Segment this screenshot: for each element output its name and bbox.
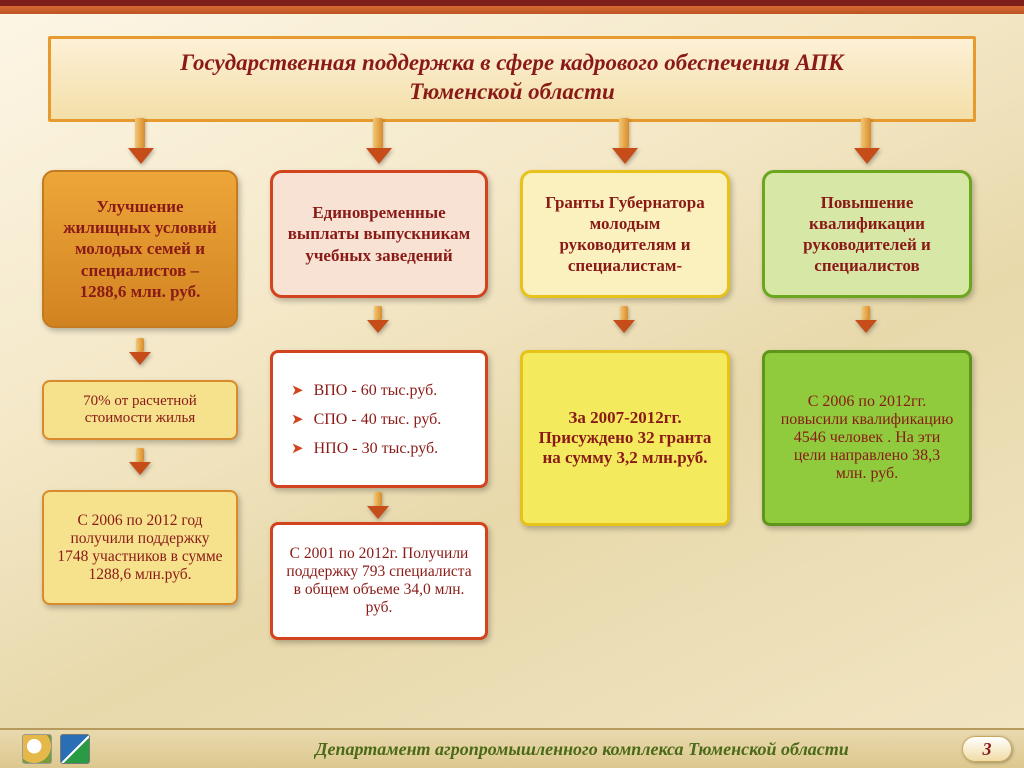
col4-box-a: С 2006 по 2012гг. повысили квалификацию …	[762, 350, 972, 526]
col4-header-text: Повышение квалификации руководителей и с…	[777, 192, 957, 277]
col3-box-a-text: За 2007-2012гг. Присуждено 32 гранта на …	[535, 408, 715, 468]
col2-box-b-text: С 2001 по 2012г. Получили поддержку 793 …	[285, 545, 473, 617]
col3-header-text: Гранты Губернатора молодым руководителям…	[535, 192, 715, 277]
col2-list: ➤ ВПО - 60 тыс.руб. ➤ СПО - 40 тыс. руб. ➤…	[291, 371, 473, 468]
col1-box-a-text: 70% от расчетной стоимости жилья	[56, 393, 224, 427]
col1-box-b-text: С 2006 по 2012 год получили поддержку 17…	[56, 512, 224, 584]
col2-item-1-text: СПО - 40 тыс. руб.	[314, 411, 442, 428]
col2-header-text: Единовременные выплаты выпускникам учебн…	[285, 202, 473, 266]
col2-item-1: ➤ СПО - 40 тыс. руб.	[291, 410, 473, 429]
col1-header: Улучшение жилищных условий молодых семей…	[42, 170, 238, 328]
col3-header: Гранты Губернатора молодым руководителям…	[520, 170, 730, 298]
slide-title: Государственная поддержка в сфере кадров…	[48, 36, 976, 122]
emblem-icon-2	[60, 734, 90, 764]
bullet-icon: ➤	[291, 412, 304, 428]
title-line-2: Тюменской области	[71, 78, 953, 107]
col3-box-a: За 2007-2012гг. Присуждено 32 гранта на …	[520, 350, 730, 526]
col1-box-b: С 2006 по 2012 год получили поддержку 17…	[42, 490, 238, 605]
footer-bar: Департамент агропромышленного комплекса …	[0, 728, 1024, 768]
arrow-col1-a	[128, 338, 152, 365]
col2-item-2: ➤ НПО - 30 тыс.руб.	[291, 439, 473, 458]
col2-header: Единовременные выплаты выпускникам учебн…	[270, 170, 488, 298]
col2-box-b: С 2001 по 2012г. Получили поддержку 793 …	[270, 522, 488, 640]
col1-header-text: Улучшение жилищных условий молодых семей…	[56, 196, 224, 302]
footer-logos	[0, 730, 140, 768]
col2-item-0: ➤ ВПО - 60 тыс.руб.	[291, 381, 473, 400]
arrow-title-col3	[612, 118, 636, 164]
arrow-col2-b	[366, 492, 390, 519]
top-accent-bar2	[0, 6, 1024, 14]
arrow-col3-a	[612, 306, 636, 333]
arrow-title-col2	[366, 118, 390, 164]
bullet-icon: ➤	[291, 441, 304, 457]
title-line-1: Государственная поддержка в сфере кадров…	[71, 49, 953, 78]
emblem-icon-1	[22, 734, 52, 764]
arrow-col2-a	[366, 306, 390, 333]
col2-item-0-text: ВПО - 60 тыс.руб.	[314, 382, 438, 399]
page-number: 3	[962, 736, 1012, 762]
col1-box-a: 70% от расчетной стоимости жилья	[42, 380, 238, 440]
arrow-title-col4	[854, 118, 878, 164]
bullet-icon: ➤	[291, 383, 304, 399]
col4-box-a-text: С 2006 по 2012гг. повысили квалификацию …	[777, 393, 957, 483]
col2-box-a: ➤ ВПО - 60 тыс.руб. ➤ СПО - 40 тыс. руб. ➤…	[270, 350, 488, 488]
arrow-col4-a	[854, 306, 878, 333]
col4-header: Повышение квалификации руководителей и с…	[762, 170, 972, 298]
arrow-title-col1	[128, 118, 152, 164]
col2-item-2-text: НПО - 30 тыс.руб.	[314, 440, 439, 457]
arrow-col1-b	[128, 448, 152, 475]
footer-text: Департамент агропромышленного комплекса …	[140, 739, 1024, 760]
